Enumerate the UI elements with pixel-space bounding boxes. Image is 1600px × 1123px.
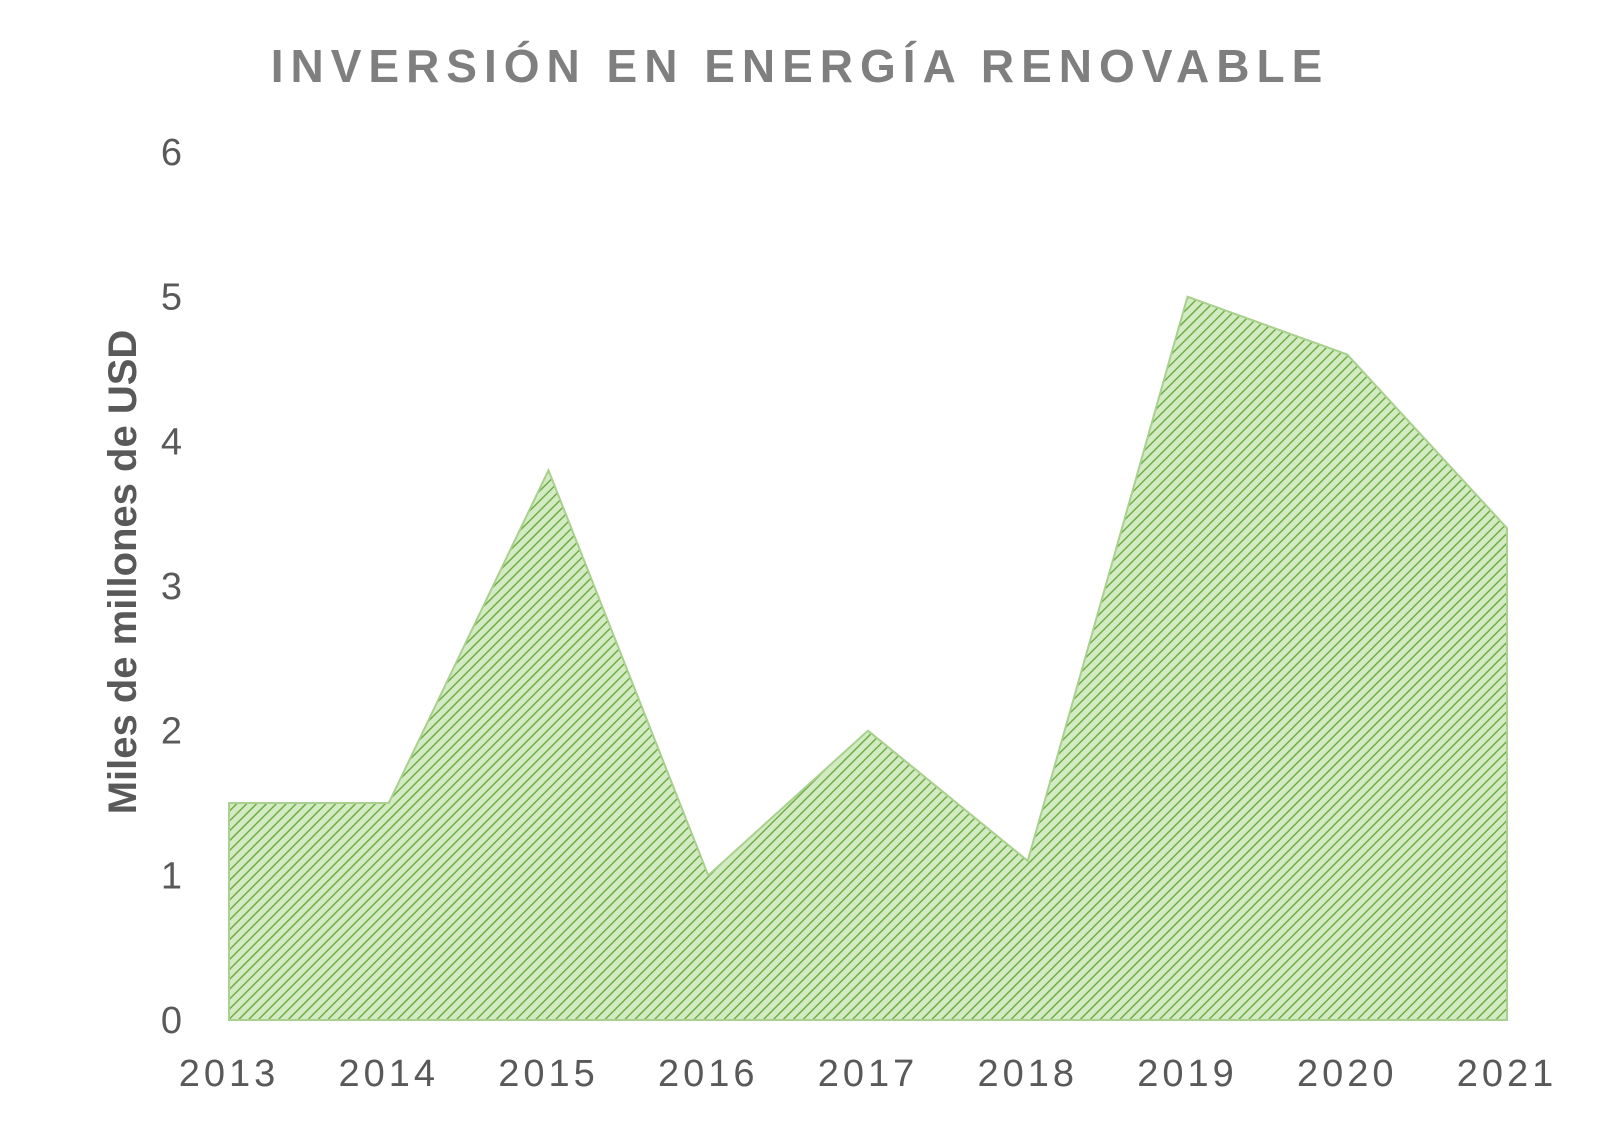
y-tick-label: 3 [161,566,182,608]
chart-title: INVERSIÓN EN ENERGÍA RENOVABLE [271,40,1330,92]
y-tick-label: 1 [161,855,182,897]
y-tick-label: 0 [161,1000,182,1042]
x-tick-label: 2018 [977,1053,1078,1095]
y-axis-ticks: 0 1 2 3 4 5 6 [161,132,182,1042]
x-tick-label: 2019 [1137,1053,1238,1095]
x-tick-label: 2014 [338,1053,439,1095]
y-axis-label: Miles de millones de USD [101,330,145,815]
x-tick-label: 2015 [498,1053,599,1095]
x-axis-ticks: 2013 2014 2015 2016 2017 2018 2019 2020 2021 [179,1053,1558,1095]
y-tick-label: 6 [161,132,182,174]
x-tick-label: 2017 [818,1053,919,1095]
x-tick-label: 2021 [1457,1053,1558,1095]
y-tick-label: 5 [161,277,182,319]
y-tick-label: 2 [161,711,182,753]
y-tick-label: 4 [161,421,182,463]
x-tick-label: 2016 [658,1053,759,1095]
x-tick-label: 2013 [179,1053,280,1095]
plot-area [228,295,1508,1021]
area-series-0 [228,295,1508,1021]
x-tick-label: 2020 [1297,1053,1398,1095]
